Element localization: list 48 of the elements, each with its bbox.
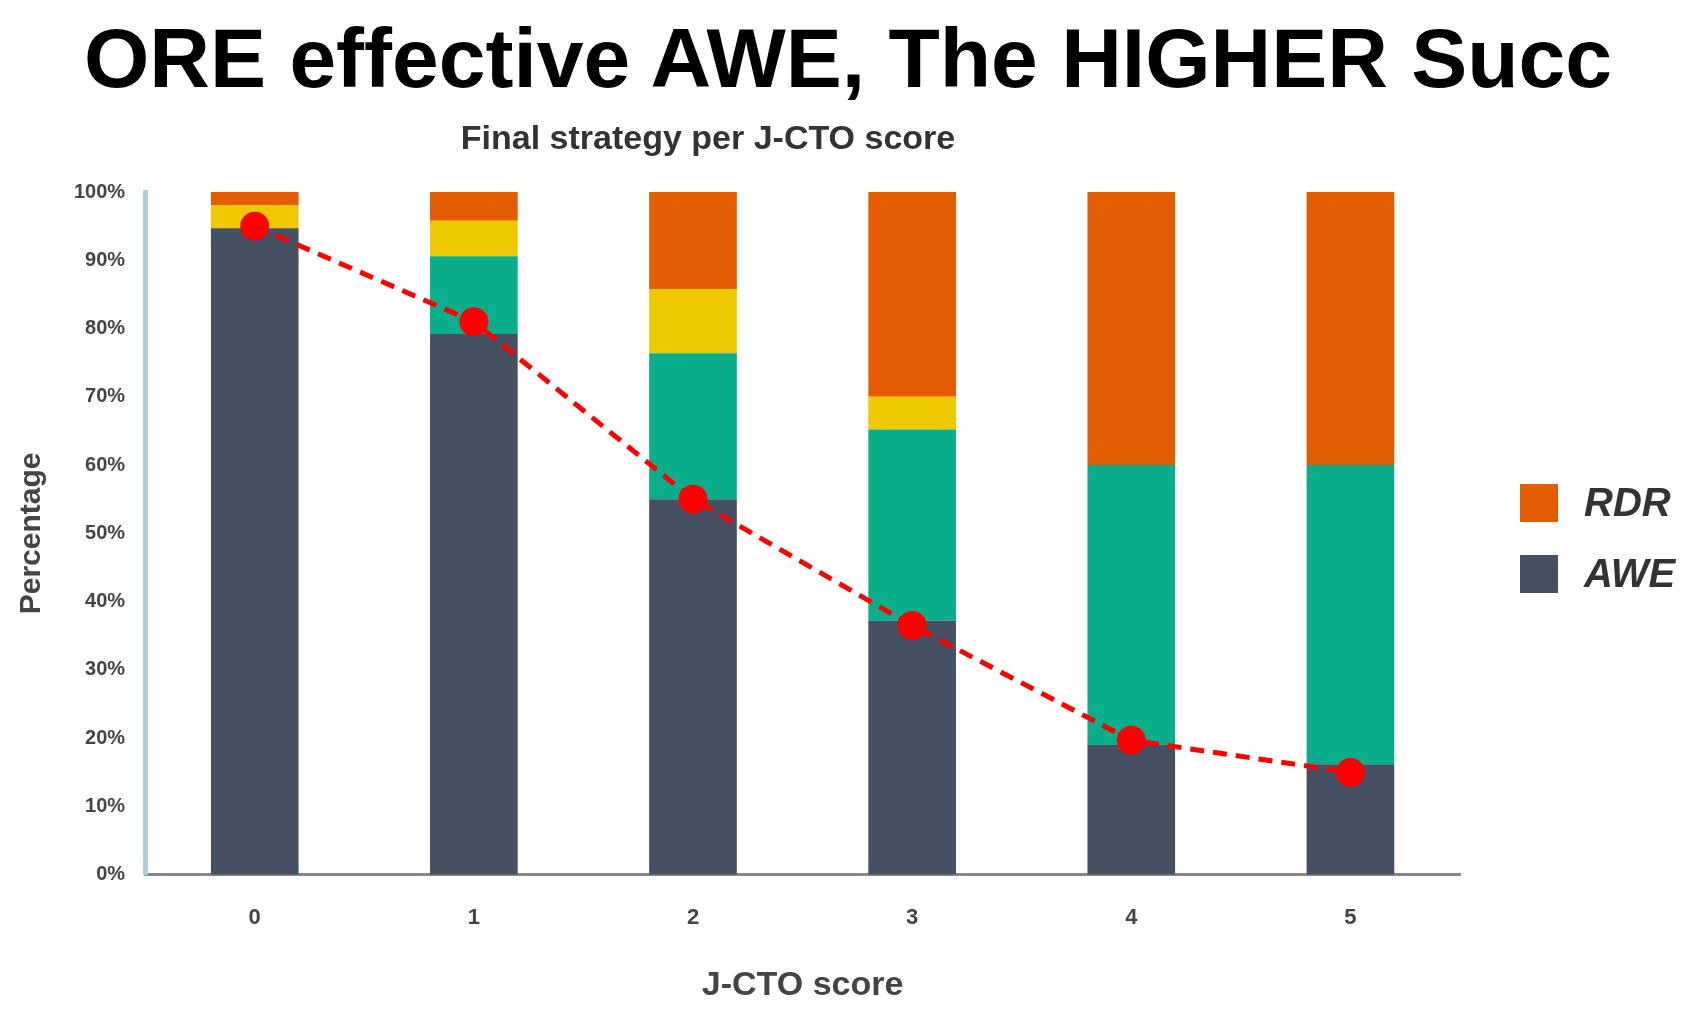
bar [868, 429, 956, 621]
point [897, 611, 927, 641]
bar [430, 192, 518, 221]
bar [1087, 465, 1176, 746]
bar [649, 353, 737, 500]
bar [868, 192, 956, 397]
y-tick-label: 100% [74, 179, 126, 202]
bar [649, 499, 737, 875]
x-tick-label: 3 [906, 904, 919, 930]
point [459, 307, 489, 337]
y-tick-label: 10% [85, 794, 126, 817]
point [240, 211, 270, 241]
y-tick-label: 20% [85, 725, 126, 748]
legend-label: RDR [1584, 480, 1671, 525]
text: ORE effective AWE, The HIGHER Succ [0, 0, 1696, 116]
bar [868, 396, 956, 430]
bar [1306, 764, 1395, 875]
y-tick-label: 60% [85, 452, 126, 475]
bar [430, 334, 518, 875]
y-tick-label: 70% [85, 384, 126, 407]
point [1116, 725, 1146, 755]
y-tick-label: 0% [96, 862, 126, 885]
point [678, 484, 708, 514]
bar [1087, 192, 1176, 466]
x-tick-label: 0 [248, 904, 261, 930]
bar [1306, 465, 1395, 765]
bar [649, 192, 737, 289]
bar [868, 620, 956, 875]
x-tick-label: 4 [1125, 904, 1139, 930]
y-tick-label: 30% [85, 657, 126, 680]
y-tick-label: 80% [85, 316, 126, 339]
bar [210, 192, 299, 205]
x-axis-title: J-CTO score [701, 963, 904, 1002]
chart-title: Final strategy per J-CTO score [460, 118, 956, 156]
bar [430, 220, 518, 257]
bar [649, 288, 737, 354]
y-axis-title: Percentage [13, 452, 47, 615]
x-tick-label: 1 [467, 904, 480, 930]
bar [1087, 745, 1176, 875]
legend-label: AWE [1584, 551, 1676, 596]
bar [1306, 192, 1395, 466]
y-tick-label: 50% [85, 520, 126, 543]
x-tick-label: 5 [1344, 904, 1357, 930]
y-tick-label: 90% [85, 247, 126, 270]
point [1335, 757, 1365, 787]
bar [210, 228, 299, 875]
x-tick-label: 2 [686, 904, 700, 930]
y-tick-label: 40% [85, 589, 126, 612]
